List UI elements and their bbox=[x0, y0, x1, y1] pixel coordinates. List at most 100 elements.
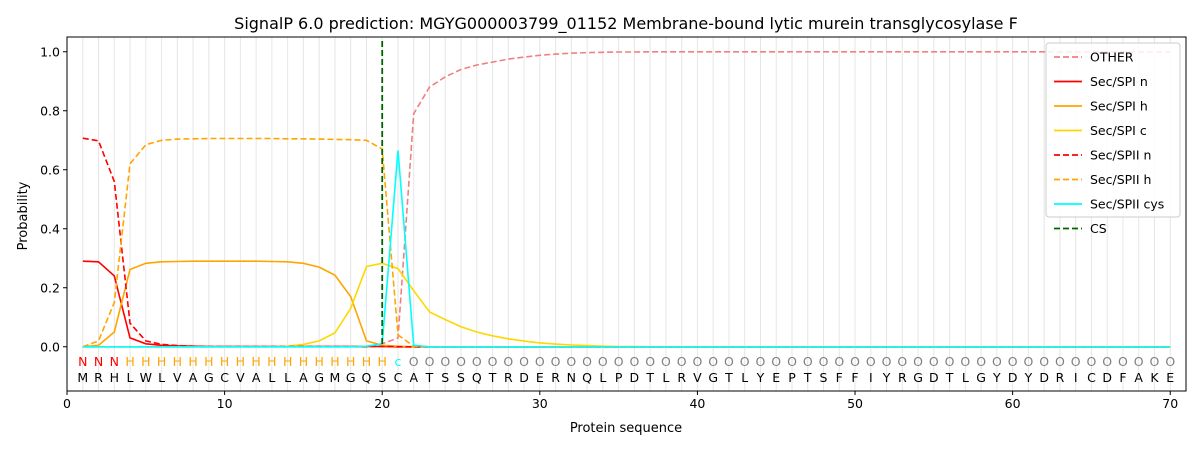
region-label: H bbox=[173, 354, 182, 369]
region-label: O bbox=[409, 354, 419, 369]
y-tick-label: 0.0 bbox=[40, 339, 60, 354]
residue-label: F bbox=[851, 370, 858, 385]
region-label: O bbox=[819, 354, 829, 369]
residue-label: D bbox=[929, 370, 939, 385]
region-label: O bbox=[834, 354, 844, 369]
x-tick-label: 0 bbox=[63, 396, 71, 411]
region-label: O bbox=[913, 354, 923, 369]
region-label: O bbox=[456, 354, 466, 369]
residue-label: E bbox=[772, 370, 780, 385]
residue-label: L bbox=[662, 370, 669, 385]
legend-label: Sec/SPII n bbox=[1090, 148, 1151, 163]
region-label: O bbox=[488, 354, 498, 369]
region-label: O bbox=[425, 354, 435, 369]
residue-label: E bbox=[536, 370, 544, 385]
residue-label: F bbox=[836, 370, 843, 385]
x-tick-label: 70 bbox=[1162, 396, 1178, 411]
series-line bbox=[82, 137, 1171, 348]
x-tick-label: 40 bbox=[689, 396, 705, 411]
residue-label: H bbox=[110, 370, 119, 385]
region-label: O bbox=[756, 354, 766, 369]
legend-label: Sec/SPI c bbox=[1090, 123, 1147, 138]
region-label: H bbox=[220, 354, 229, 369]
x-tick-label: 30 bbox=[532, 396, 548, 411]
residue-label: R bbox=[677, 370, 686, 385]
series-line bbox=[82, 260, 1171, 348]
residue-label: A bbox=[299, 370, 308, 385]
region-label: N bbox=[78, 354, 87, 369]
region-label: O bbox=[693, 354, 703, 369]
residue-label: G bbox=[913, 370, 923, 385]
region-label: O bbox=[472, 354, 482, 369]
y-tick-label: 0.8 bbox=[40, 103, 60, 118]
residue-label: S bbox=[820, 370, 828, 385]
series-line bbox=[82, 150, 1171, 348]
x-tick-label: 10 bbox=[217, 396, 233, 411]
region-label: O bbox=[440, 354, 450, 369]
region-label: O bbox=[945, 354, 955, 369]
y-tick-label: 0.2 bbox=[40, 280, 60, 295]
residue-label: S bbox=[457, 370, 465, 385]
region-label: O bbox=[1023, 354, 1033, 369]
region-label: O bbox=[882, 354, 892, 369]
residue-label: Y bbox=[1024, 370, 1033, 385]
residue-label: V bbox=[236, 370, 245, 385]
region-label: H bbox=[346, 354, 355, 369]
residue-label: K bbox=[1150, 370, 1159, 385]
residue-label: Y bbox=[992, 370, 1001, 385]
legend-label: Sec/SPI h bbox=[1090, 99, 1148, 114]
region-label: O bbox=[850, 354, 860, 369]
residue-label: L bbox=[284, 370, 291, 385]
legend-label: Sec/SPII cys bbox=[1090, 197, 1164, 212]
region-label: O bbox=[897, 354, 907, 369]
series-line bbox=[82, 50, 1171, 348]
residue-label: V bbox=[173, 370, 182, 385]
region-label: O bbox=[566, 354, 576, 369]
region-label: O bbox=[1165, 354, 1175, 369]
region-label: O bbox=[519, 354, 529, 369]
y-tick-label: 0.6 bbox=[40, 162, 60, 177]
residue-label: Q bbox=[362, 370, 372, 385]
region-label: H bbox=[251, 354, 260, 369]
residue-label: R bbox=[94, 370, 103, 385]
series-line bbox=[82, 262, 1171, 348]
region-label: H bbox=[236, 354, 245, 369]
legend-label: CS bbox=[1090, 221, 1107, 236]
region-label: c bbox=[395, 354, 402, 369]
residue-label: A bbox=[252, 370, 261, 385]
region-label: O bbox=[645, 354, 655, 369]
region-label: O bbox=[503, 354, 513, 369]
residue-label: S bbox=[441, 370, 449, 385]
residue-label: R bbox=[551, 370, 560, 385]
residue-label: M bbox=[330, 370, 341, 385]
residue-label: I bbox=[869, 370, 873, 385]
legend-label: Sec/SPI n bbox=[1090, 74, 1148, 89]
residue-label: L bbox=[741, 370, 748, 385]
residue-label: G bbox=[708, 370, 718, 385]
residue-label: D bbox=[1039, 370, 1049, 385]
residue-label: L bbox=[158, 370, 165, 385]
x-tick-label: 60 bbox=[1005, 396, 1021, 411]
residue-label: R bbox=[1056, 370, 1065, 385]
region-label: O bbox=[1118, 354, 1128, 369]
region-label: H bbox=[283, 354, 292, 369]
residue-label: D bbox=[519, 370, 529, 385]
residue-label: D bbox=[630, 370, 640, 385]
region-label: H bbox=[141, 354, 150, 369]
legend-label: Sec/SPII h bbox=[1090, 172, 1151, 187]
residue-label: N bbox=[567, 370, 576, 385]
region-label: H bbox=[378, 354, 387, 369]
residue-label: C bbox=[220, 370, 229, 385]
region-label: O bbox=[803, 354, 813, 369]
grid-layer bbox=[82, 37, 1171, 391]
x-tick-label: 50 bbox=[847, 396, 863, 411]
residue-label: T bbox=[645, 370, 654, 385]
series-line bbox=[82, 137, 1171, 348]
residue-label: P bbox=[615, 370, 623, 385]
residue-label: G bbox=[204, 370, 214, 385]
region-label: H bbox=[314, 354, 323, 369]
region-label: O bbox=[1134, 354, 1144, 369]
residue-label: Q bbox=[582, 370, 592, 385]
